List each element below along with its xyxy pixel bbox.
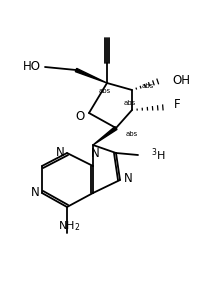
Text: F: F [174, 99, 181, 112]
Text: abs: abs [99, 88, 111, 94]
Text: O: O [75, 109, 85, 123]
Text: abs: abs [142, 83, 154, 89]
Text: abs: abs [124, 100, 136, 106]
Text: NH$_2$: NH$_2$ [58, 219, 80, 233]
Text: N: N [124, 171, 132, 185]
Text: N: N [91, 147, 99, 160]
Polygon shape [75, 68, 107, 83]
Text: abs: abs [126, 131, 138, 137]
Text: N: N [31, 186, 39, 199]
Text: N: N [56, 146, 64, 160]
Text: $^3$H: $^3$H [151, 147, 165, 163]
Text: HO: HO [23, 60, 41, 74]
Polygon shape [93, 127, 117, 145]
Text: OH: OH [172, 74, 190, 88]
